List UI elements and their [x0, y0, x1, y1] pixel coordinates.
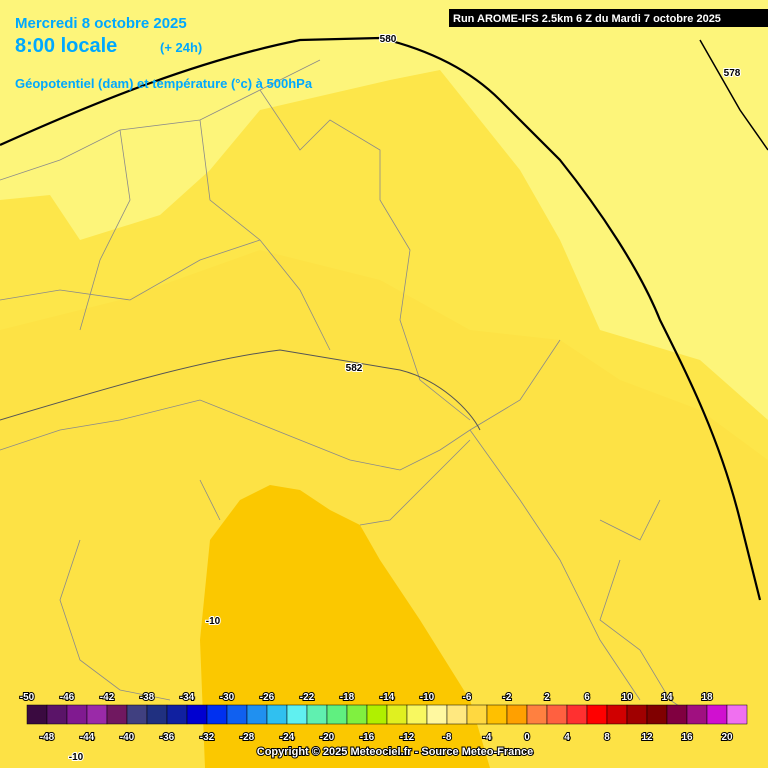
lead: (+ 24h) [160, 40, 202, 55]
colorbar-label: -4 [483, 732, 492, 743]
colorbar-label: 18 [701, 692, 713, 703]
colorbar-label: 20 [721, 732, 733, 743]
contour-label: -10 [206, 616, 221, 627]
colorbar-label: 14 [661, 692, 673, 703]
contour-label: -10 [69, 752, 84, 763]
colorbar-swatch [86, 704, 108, 725]
date: Mercredi 8 octobre 2025 [15, 15, 187, 32]
colorbar-swatch [106, 704, 128, 725]
contours [0, 36, 768, 601]
colorbar-swatch [726, 704, 748, 725]
colorbar-label: -26 [260, 692, 275, 703]
colorbar-label: -44 [80, 732, 95, 743]
colorbar-swatch [206, 704, 228, 725]
colorbar-label: -20 [320, 732, 335, 743]
colorbar-label: -24 [280, 732, 295, 743]
colorbar-swatch [646, 704, 668, 725]
run: Run AROME-IFS 2.5km 6 Z du Mardi 7 octob… [453, 13, 721, 25]
field-area [0, 250, 768, 768]
colorbar-label: 2 [544, 692, 550, 703]
run-box [449, 9, 768, 27]
colorbar-swatch [146, 704, 168, 725]
colorbar-label: -8 [443, 732, 452, 743]
contour-line [0, 36, 762, 601]
colorbar-swatch [186, 704, 208, 725]
contour-line [699, 39, 768, 151]
colorbar-swatch [406, 704, 428, 725]
colorbar-label: -22 [300, 692, 315, 703]
borders [0, 59, 701, 721]
colorbar-label: -48 [40, 732, 55, 743]
colorbar-swatch [326, 704, 348, 725]
colorbar-label: 0 [524, 732, 530, 743]
colorbar-swatch [286, 704, 308, 725]
colorbar-label: -50 [20, 692, 35, 703]
contour-label: 582 [346, 363, 363, 374]
colorbar-swatch [246, 704, 268, 725]
colorbar-swatch [446, 704, 468, 725]
colorbar-label: -42 [100, 692, 115, 703]
colorbar-swatch [426, 704, 448, 725]
colorbar-label: -14 [380, 692, 395, 703]
contour-label: 578 [724, 68, 741, 79]
time: 8:00 locale [15, 35, 117, 57]
contour-label: 580 [380, 34, 397, 45]
colorbar-swatch [686, 704, 708, 725]
colorbar-label: -32 [200, 732, 215, 743]
colorbar-swatch [626, 704, 648, 725]
colorbar-swatch [546, 704, 568, 725]
colorbar-swatch [566, 704, 588, 725]
colorbar-label: -38 [140, 692, 155, 703]
colorbar-label: -18 [340, 692, 355, 703]
colorbar-label: -16 [360, 732, 375, 743]
colorbar-swatch [506, 704, 528, 725]
colorbar-swatch [166, 704, 188, 725]
colorbar-label: -2 [503, 692, 512, 703]
colorbar-swatch [486, 704, 508, 725]
colorbar-label: 8 [604, 732, 610, 743]
colorbar-swatch [586, 704, 608, 725]
colorbar-label: -30 [220, 692, 235, 703]
colorbar-swatch [666, 704, 688, 725]
colorbar-swatch [346, 704, 368, 725]
colorbar-label: -40 [120, 732, 135, 743]
colorbar-label: -46 [60, 692, 75, 703]
colorbar-swatch [46, 704, 68, 725]
colorbar-label: 12 [641, 732, 653, 743]
colorbar-label: 10 [621, 692, 633, 703]
colorbar-label: -36 [160, 732, 175, 743]
colorbar-label: 4 [564, 732, 570, 743]
colorbar-label: -28 [240, 732, 255, 743]
colorbar-label: -10 [420, 692, 435, 703]
colorbar-swatch [606, 704, 628, 725]
colorbar-label: -6 [463, 692, 472, 703]
field: Géopotentiel (dam) et température (°c) à… [15, 76, 313, 91]
footer: Copyright © 2025 Meteociel.fr - Source M… [257, 746, 533, 758]
colorbar-swatch [26, 704, 48, 725]
colorbar-swatch [526, 704, 548, 725]
colorbar-swatch [386, 704, 408, 725]
colorbar-label: 6 [584, 692, 590, 703]
colorbar-swatch [266, 704, 288, 725]
colorbar-label: -34 [180, 692, 195, 703]
colorbar-swatch [306, 704, 328, 725]
colorbar-label: 16 [681, 732, 693, 743]
colorbar-swatch [66, 704, 88, 725]
colorbar-swatch [226, 704, 248, 725]
colorbar-swatch [466, 704, 488, 725]
colorbar-swatch [126, 704, 148, 725]
contour-line [0, 349, 481, 431]
colorbar-swatch [366, 704, 388, 725]
colorbar-swatch [706, 704, 728, 725]
sea-area [200, 485, 490, 768]
colorbar-label: -12 [400, 732, 415, 743]
